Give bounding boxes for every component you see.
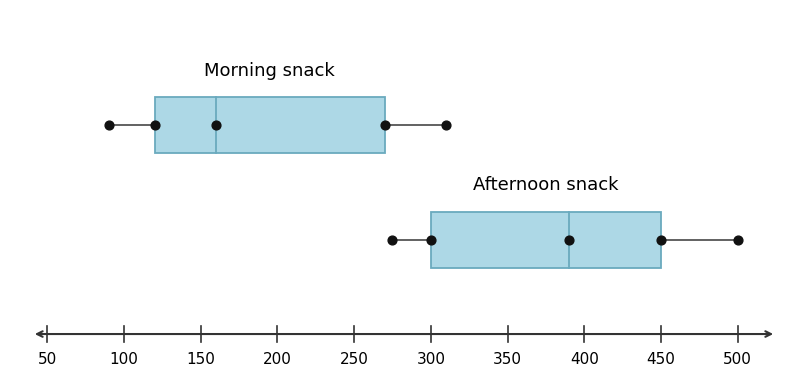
Text: 500: 500 xyxy=(723,352,752,365)
Point xyxy=(386,237,399,243)
Text: 400: 400 xyxy=(570,352,598,365)
Text: 450: 450 xyxy=(646,352,675,365)
Point xyxy=(425,237,438,243)
Text: 300: 300 xyxy=(416,352,446,365)
Point xyxy=(102,123,115,128)
Bar xyxy=(154,97,385,153)
Point xyxy=(210,123,222,128)
Point xyxy=(148,123,161,128)
Point xyxy=(378,123,391,128)
Text: 350: 350 xyxy=(493,352,522,365)
Text: 100: 100 xyxy=(110,352,138,365)
Point xyxy=(654,237,667,243)
Point xyxy=(731,237,744,243)
Text: Afternoon snack: Afternoon snack xyxy=(473,176,618,194)
Point xyxy=(440,123,453,128)
Point xyxy=(562,237,575,243)
Bar xyxy=(431,212,661,268)
Text: 50: 50 xyxy=(38,352,57,365)
Text: 150: 150 xyxy=(186,352,215,365)
Text: Morning snack: Morning snack xyxy=(204,62,335,80)
Text: 200: 200 xyxy=(263,352,292,365)
Text: 250: 250 xyxy=(340,352,369,365)
